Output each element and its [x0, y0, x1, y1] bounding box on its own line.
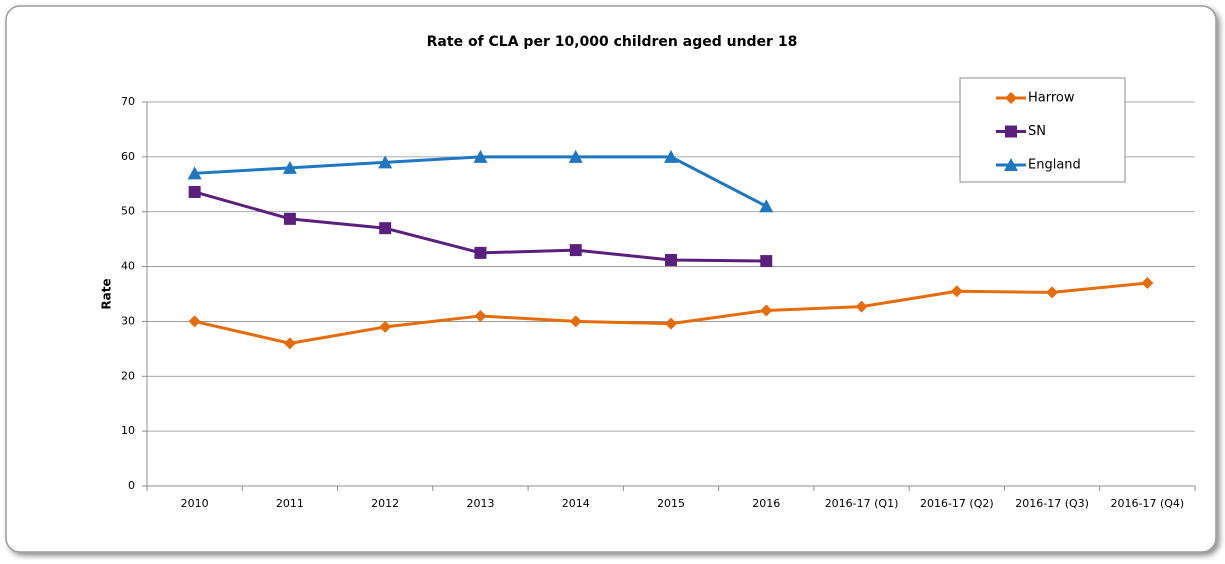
x-tick-label: 2016-17 (Q1): [825, 497, 899, 510]
y-tick-label: 10: [121, 424, 135, 437]
marker: [665, 317, 677, 330]
marker: [1004, 158, 1018, 171]
marker: [665, 253, 677, 266]
marker: [569, 315, 582, 328]
x-tick-label: 2014: [562, 497, 590, 510]
x-tick-label: 2015: [657, 497, 685, 510]
chart-title: Rate of CLA per 10,000 children aged und…: [427, 34, 798, 50]
y-tick-label: 60: [121, 150, 135, 163]
marker: [760, 255, 773, 268]
legend-label: Harrow: [1028, 91, 1075, 106]
marker: [282, 160, 297, 174]
marker: [759, 199, 774, 213]
y-tick-label: 40: [121, 260, 135, 273]
y-tick-label: 0: [128, 479, 135, 492]
x-tick-label: 2016-17 (Q3): [1015, 497, 1089, 510]
x-tick-label: 2016-17 (Q2): [920, 497, 994, 510]
marker: [188, 185, 201, 198]
y-tick-label: 30: [121, 314, 135, 327]
legend-label: SN: [1028, 124, 1046, 139]
x-tick-label: 2011: [276, 497, 304, 510]
marker: [568, 149, 583, 163]
marker: [474, 246, 487, 259]
marker: [283, 212, 296, 225]
marker: [855, 300, 868, 313]
marker: [379, 320, 392, 333]
marker: [1046, 286, 1059, 299]
marker: [379, 222, 392, 235]
marker: [664, 149, 678, 163]
marker: [1005, 92, 1017, 104]
x-tick-label: 2012: [371, 497, 399, 510]
marker: [188, 315, 201, 328]
x-tick-label: 2013: [466, 497, 494, 510]
x-tick-label: 2010: [181, 497, 209, 510]
y-axis-label: Rate: [100, 278, 114, 309]
marker: [569, 244, 582, 257]
legend-box: [959, 77, 1126, 183]
marker: [187, 166, 202, 180]
y-tick-label: 50: [121, 205, 135, 218]
y-tick-label: 70: [121, 95, 135, 108]
legend: Harrow SN England: [959, 77, 1126, 183]
marker: [474, 309, 487, 322]
y-tick-label: 20: [121, 369, 135, 382]
marker: [950, 285, 963, 298]
marker: [473, 149, 488, 163]
x-tick-label: 2016: [752, 497, 780, 510]
marker: [1005, 125, 1017, 138]
x-tick-label: 2016-17 (Q4): [1111, 497, 1185, 510]
marker: [378, 155, 393, 169]
legend-label: England: [1028, 158, 1081, 173]
chart-frame: [5, 5, 1217, 553]
marker: [760, 304, 773, 317]
marker: [1141, 277, 1154, 290]
marker: [283, 337, 296, 350]
plot: [187, 149, 1154, 350]
